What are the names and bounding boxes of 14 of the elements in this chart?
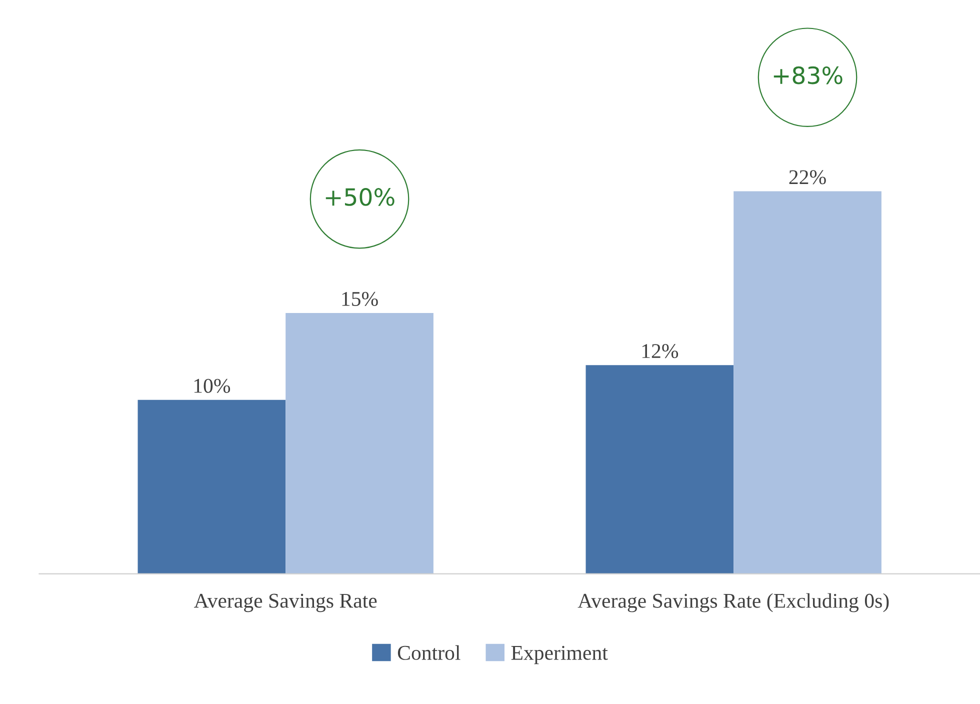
- bar: [586, 365, 734, 574]
- x-tick-label: Average Savings Rate (Excluding 0s): [578, 593, 889, 612]
- legend-label: Control: [398, 645, 460, 660]
- data-label: 15%: [342, 292, 378, 306]
- bar: [138, 400, 286, 574]
- legend-label: Experiment: [511, 646, 608, 664]
- bar: [286, 312, 434, 574]
- data-label: 10%: [194, 378, 230, 393]
- x-tick-label: Average Savings Rate: [194, 594, 377, 612]
- text: +83%: [774, 66, 842, 84]
- bar: [734, 191, 882, 574]
- data-label: 22%: [789, 170, 826, 184]
- annotation: +50%: [326, 188, 394, 206]
- data-label: 12%: [642, 344, 678, 358]
